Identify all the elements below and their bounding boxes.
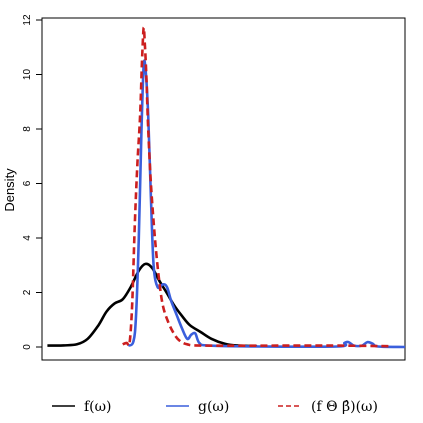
legend-item: g(ω) bbox=[166, 399, 229, 415]
plot-frame bbox=[41, 17, 406, 361]
f-density-line bbox=[47, 262, 258, 348]
legend-item: f(ω) bbox=[52, 399, 112, 415]
y-tick-label: 6 bbox=[22, 180, 33, 186]
y-tick-label: 10 bbox=[22, 69, 33, 81]
legend: f(ω) g(ω) (f Θ β̂)(ω) bbox=[52, 399, 378, 415]
y-tick-label: 0 bbox=[22, 344, 33, 350]
plot-area bbox=[41, 17, 406, 361]
legend-item: (f Θ β̂)(ω) bbox=[278, 399, 378, 415]
y-tick-label: 2 bbox=[22, 289, 33, 295]
y-tick-label: 4 bbox=[22, 235, 33, 241]
legend-label: g(ω) bbox=[198, 399, 229, 415]
y-tick-label: 8 bbox=[22, 126, 33, 132]
g-density-line bbox=[127, 59, 406, 349]
y-tick-label: 12 bbox=[22, 14, 33, 26]
y-axis-label: Density bbox=[2, 168, 17, 212]
legend-label: (f Θ β̂)(ω) bbox=[311, 399, 378, 415]
legend-label: f(ω) bbox=[84, 399, 112, 415]
y-axis: 0 2 4 6 8 10 12 bbox=[22, 14, 42, 350]
f-theta-beta-density-line bbox=[122, 26, 392, 348]
series-lines bbox=[47, 26, 406, 349]
